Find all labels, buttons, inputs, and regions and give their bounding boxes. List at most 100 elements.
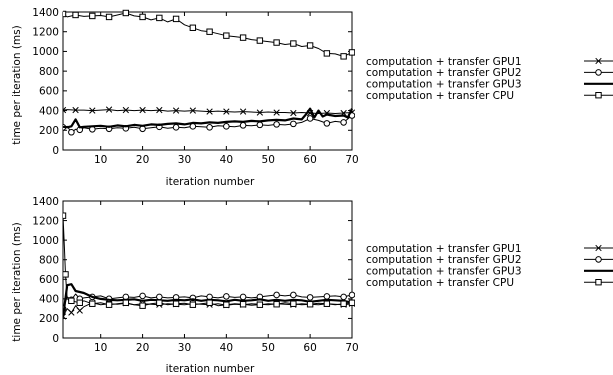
bottom-series-1-point (68, 309, 75, 316)
bottom-series-4-line (63, 215, 353, 307)
top-series-4 (63, 9, 355, 60)
bottom-legend-label-4: computation + transfer CPU (366, 277, 514, 289)
bottom-xtick-label: 50 (262, 342, 275, 354)
top-series-4-point (139, 13, 146, 21)
top-legend-marker-2 (595, 69, 602, 76)
top-series-2-point (256, 121, 264, 129)
top-series-1-point (206, 108, 213, 115)
top-series-2-point (172, 124, 180, 131)
top-series-4-point (63, 10, 67, 18)
bottom-legend-marker-4 (595, 279, 602, 286)
bottom-series-4-point (105, 301, 113, 308)
bottom-series-4-point (172, 300, 180, 307)
top-series-2-point (340, 119, 347, 126)
top-series-4-point (348, 49, 355, 56)
bottom-ytick-label: 1000 (32, 235, 59, 247)
top-series-3 (63, 107, 353, 129)
bottom-series-4-point (256, 301, 264, 308)
top-ytick-label: 400 (39, 105, 59, 117)
bottom-chart: time per iteration (ms) iteration number… (11, 196, 613, 375)
top-series-4-point (122, 9, 130, 17)
top-series-1-point (122, 106, 129, 114)
top-series-1-point (189, 107, 196, 114)
bottom-series-4-point (63, 271, 69, 278)
top-series-2-point (306, 115, 314, 122)
bottom-series-4-point (122, 299, 130, 306)
bottom-series-4-point (306, 301, 314, 308)
top-legend-label-2: computation + transfer GPU2 (366, 67, 522, 79)
bottom-series-2-point (340, 293, 347, 301)
bottom-ytick-label: 0 (52, 333, 59, 345)
top-series-1 (63, 106, 355, 117)
top-series-4-point (256, 37, 264, 44)
bottom-chart-plot: 0 200 400 600 800 1000 1200 1400 10 20 30 40 50 60 70 (32, 196, 358, 354)
bottom-ytick-label: 800 (39, 255, 59, 267)
bottom-series-4-point (156, 299, 163, 306)
top-xtick-label: 30 (178, 154, 191, 166)
top-legend-label-1: computation + transfer GPU1 (366, 56, 522, 68)
bottom-series-4-point (189, 301, 197, 308)
top-legend-marker-1 (595, 57, 602, 65)
bottom-series-4 (63, 212, 355, 309)
top-series-4-point (223, 32, 230, 39)
bottom-series-4-point (89, 300, 96, 307)
top-series-2-point (206, 124, 213, 131)
top-series-1-point (156, 106, 163, 114)
bottom-series-1-point (76, 307, 83, 314)
bottom-xtick-label: 30 (178, 342, 191, 354)
top-ytick-label: 0 (52, 145, 59, 157)
top-series-1-point (290, 109, 297, 117)
bottom-series-4-point (76, 299, 83, 306)
bottom-legend-label-3: computation + transfer GPU3 (366, 266, 522, 278)
top-series-1-point (105, 106, 113, 113)
top-series-1-point (239, 108, 247, 115)
top-chart-ylabel: time per iteration (ms) (11, 25, 23, 144)
top-ytick-label: 1400 (32, 7, 59, 19)
top-plot-frame (62, 11, 353, 151)
bottom-xtick-label: 60 (303, 342, 316, 354)
top-xtick-label: 10 (94, 154, 107, 166)
top-series-2-point (239, 122, 247, 129)
top-xtick-label: 70 (345, 154, 358, 166)
top-series-1-point (63, 106, 67, 114)
bottom-series-3-line (63, 283, 353, 318)
top-series-2 (63, 112, 355, 136)
bottom-ytick-label: 1200 (32, 215, 59, 227)
top-chart-plot: 0 200 400 600 800 1000 1200 1400 10 20 30 40 50 60 70 (32, 7, 358, 166)
bottom-ytick-label: 400 (39, 294, 59, 306)
top-series-4-point (89, 12, 96, 20)
top-series-4-point (189, 24, 197, 31)
bottom-series-3 (63, 283, 353, 318)
top-series-4-point (323, 50, 331, 57)
top-series-4-point (239, 34, 247, 41)
top-series-4-point (206, 28, 213, 35)
bottom-series-4-point (139, 302, 146, 309)
top-ytick-label: 600 (39, 86, 59, 98)
top-series-1-point (273, 109, 280, 116)
top-series-1-point (89, 107, 96, 114)
top-series-4-point (306, 42, 314, 49)
top-series-2-point (273, 121, 280, 128)
top-series-1-point (139, 106, 146, 114)
bottom-plot-frame (62, 200, 353, 339)
top-chart: time per iteration (ms) iteration number… (11, 7, 613, 188)
bottom-series-4-point (340, 300, 347, 307)
top-legend-label-3: computation + transfer GPU3 (366, 79, 522, 91)
bottom-series-2-point (223, 293, 230, 300)
top-series-3-line (63, 107, 353, 129)
bottom-chart-ylabel: time per iteration (ms) (11, 222, 23, 341)
bottom-ytick-label: 200 (39, 313, 59, 325)
top-series-4-point (273, 39, 280, 46)
bottom-xtick-label: 20 (136, 342, 149, 354)
top-xtick-label: 50 (262, 154, 275, 166)
top-xtick-label: 20 (136, 154, 149, 166)
top-series-2-point (223, 123, 230, 130)
bottom-ytick-label: 600 (39, 274, 59, 286)
top-series-1-point (223, 108, 230, 115)
bottom-chart-xlabel: iteration number (166, 363, 255, 375)
bottom-legend-label-2: computation + transfer GPU2 (366, 254, 522, 266)
bottom-xtick-label: 40 (220, 342, 233, 354)
top-series-1-point (172, 107, 180, 114)
top-ytick-label: 1000 (32, 46, 59, 58)
